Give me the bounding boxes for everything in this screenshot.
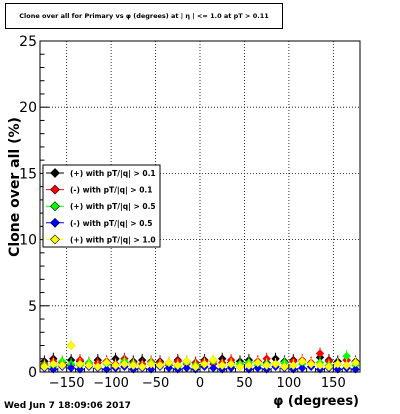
x-tick-label: 50 (236, 376, 253, 391)
x-tick-label: −50 (142, 376, 169, 391)
x-tick-label: 150 (321, 376, 346, 391)
y-axis-label: Clone over all (%) (7, 117, 23, 257)
y-tick-label: 5 (28, 299, 37, 315)
legend-label: (-) with pT/|q| > 0.5 (70, 219, 152, 229)
legend-label: (+) with pT/|q| > 1.0 (70, 235, 156, 245)
x-tick-label: −150 (49, 376, 85, 391)
legend-label: (+) with pT/|q| > 0.5 (70, 202, 156, 212)
legend-label: (+) with pT/|q| > 0.1 (70, 169, 156, 179)
data-point (102, 359, 110, 367)
footer-date: Wed Jun 7 18:09:06 2017 (4, 401, 131, 411)
x-tick-label: 100 (276, 376, 301, 391)
legend-label: (-) with pT/|q| > 0.1 (70, 186, 152, 196)
data-point (67, 341, 75, 349)
data-point (325, 363, 333, 371)
x-axis-label: φ (degrees) (273, 394, 359, 409)
x-tick-label: 0 (196, 376, 204, 391)
y-tick-label: 20 (19, 100, 37, 116)
legend: (+) with pT/|q| > 0.1 (-) with pT/|q| > 0… (43, 165, 160, 247)
y-tick-label: 0 (28, 365, 37, 381)
y-tick-label: 25 (19, 34, 37, 50)
x-tick-label: −100 (93, 376, 129, 391)
